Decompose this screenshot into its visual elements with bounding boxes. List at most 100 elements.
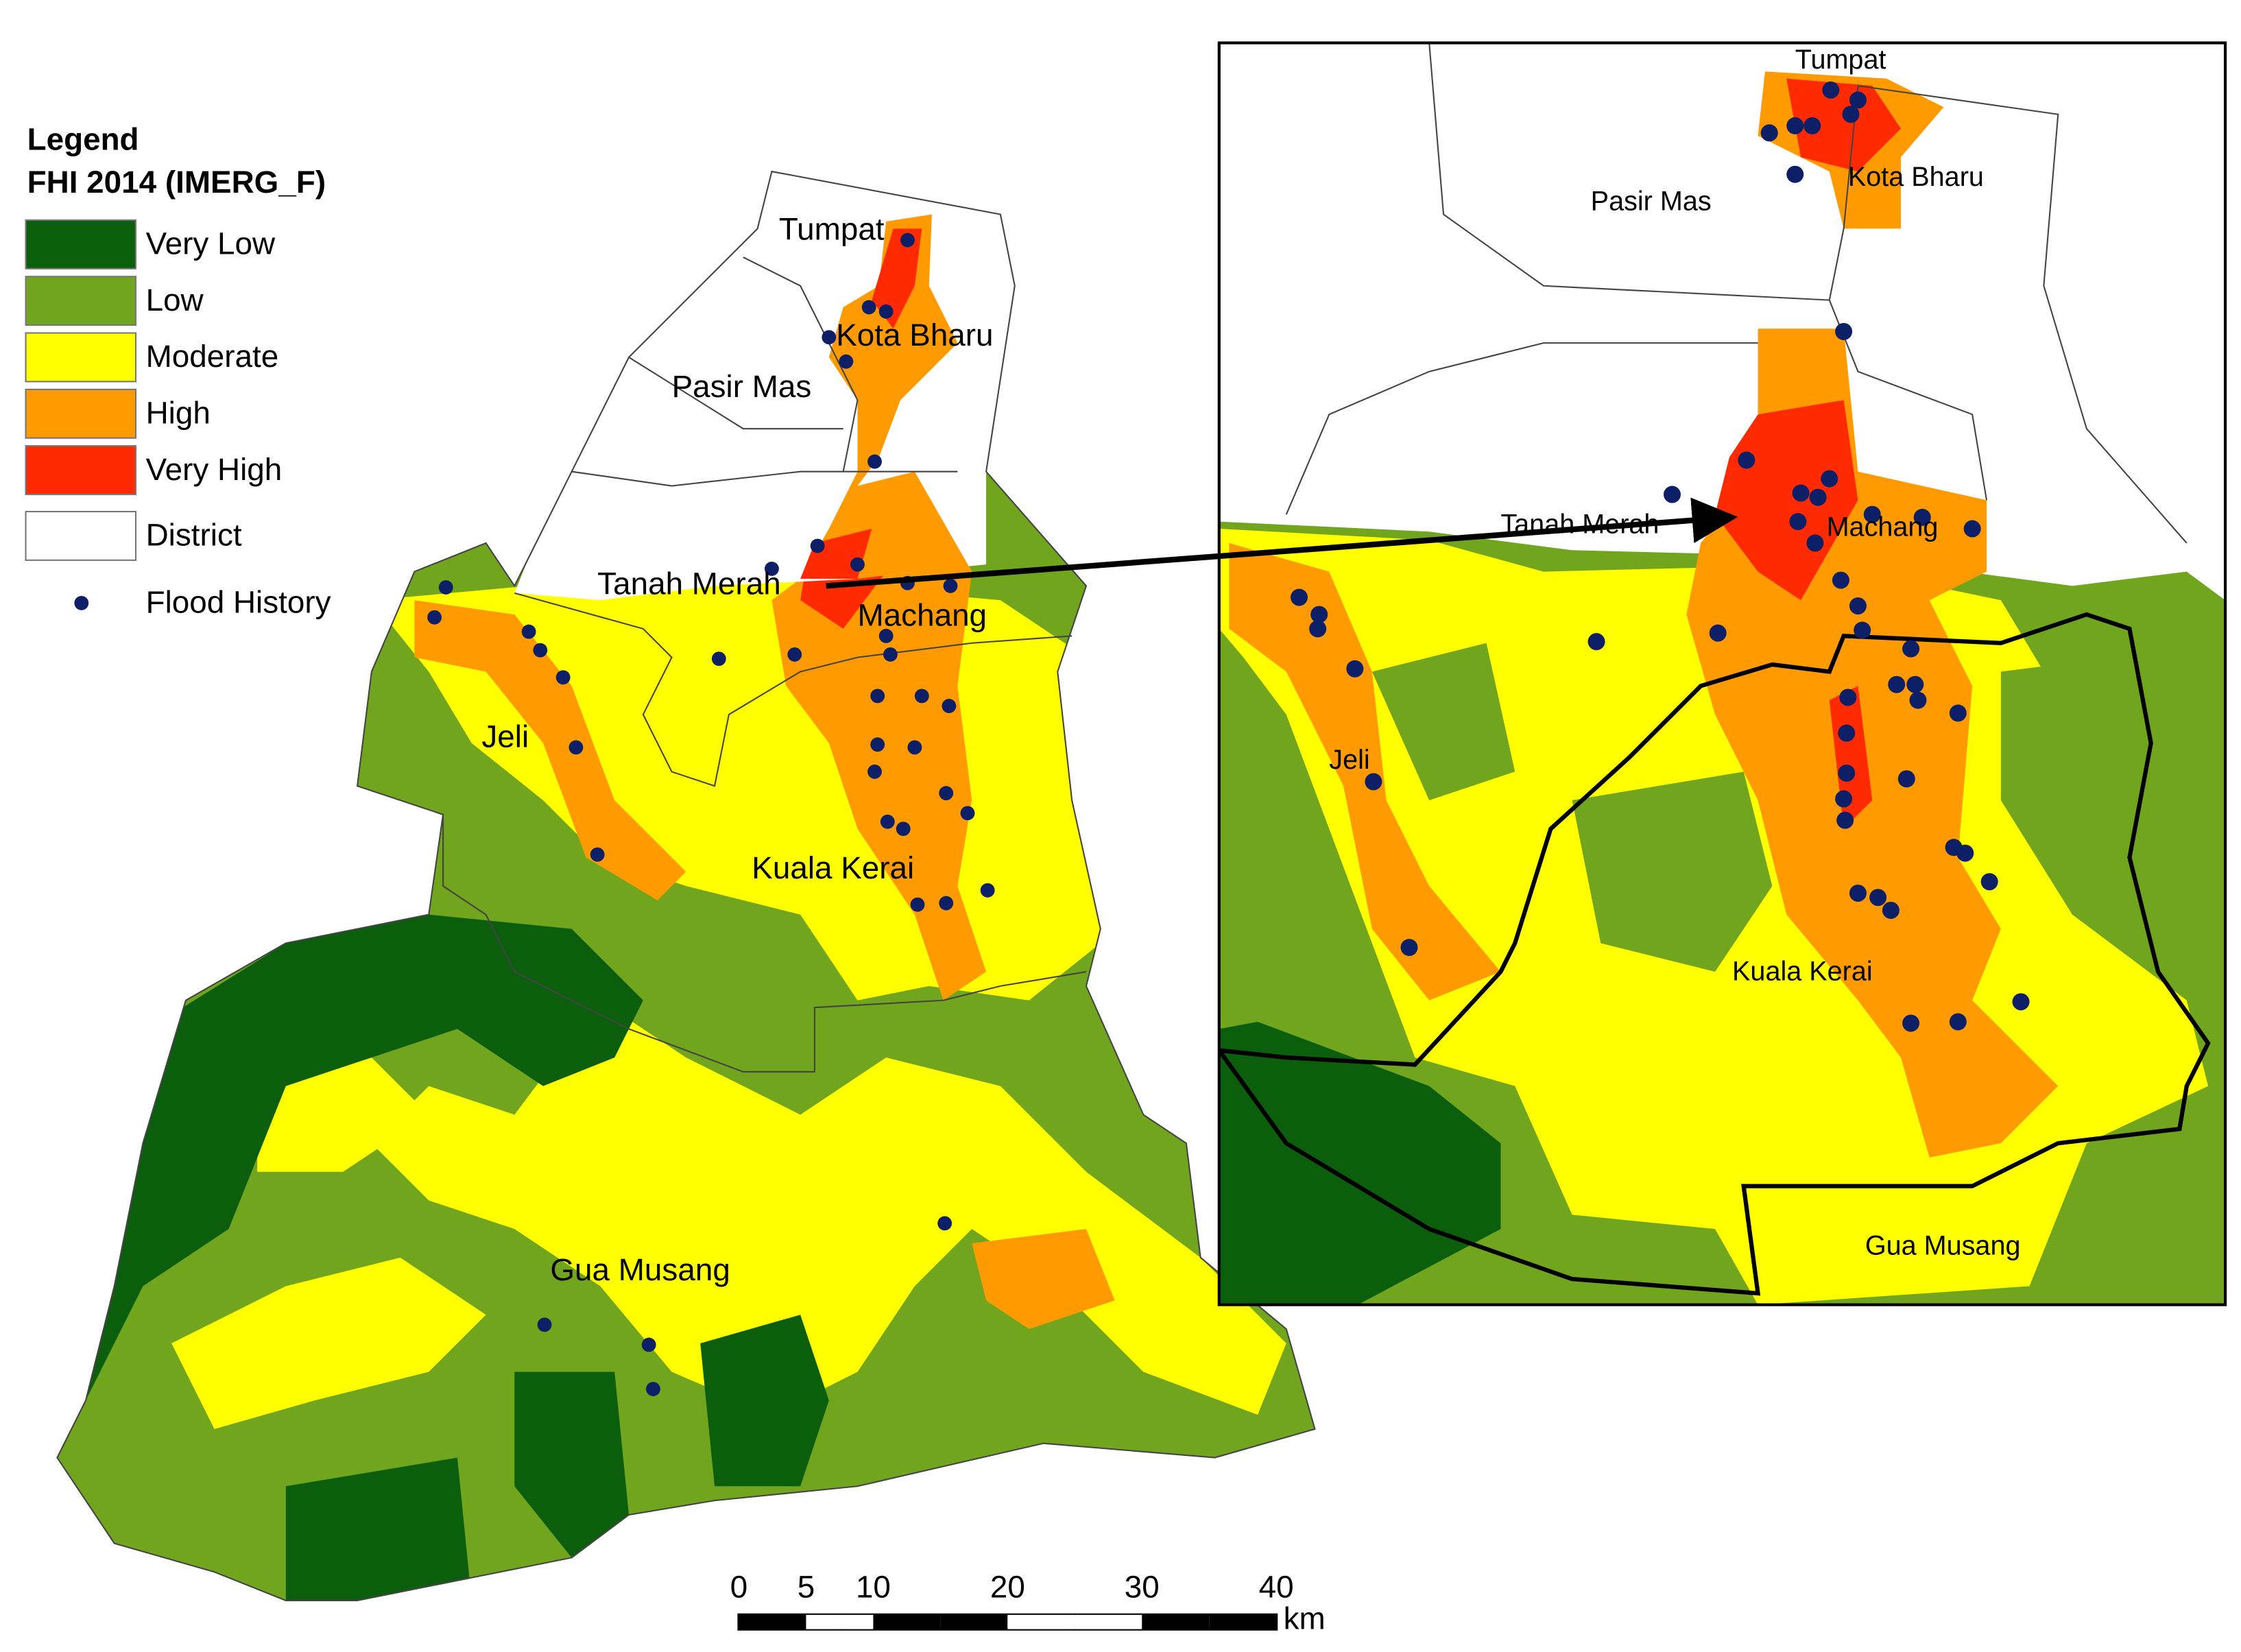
district-label: Kuala Kerai: [752, 850, 914, 885]
flood-point: [878, 628, 894, 643]
legend-label: Moderate: [146, 339, 279, 374]
scale-tick-label: 20: [990, 1569, 1025, 1604]
flood-point: [1835, 322, 1853, 340]
flood-point: [1980, 873, 1998, 891]
flood-point: [1365, 773, 1382, 791]
district-label: Tumpat: [1795, 45, 1886, 75]
scale-tick-label: 10: [856, 1569, 891, 1604]
legend-label: High: [146, 395, 211, 430]
flood-point: [880, 814, 895, 829]
very-low-area: [57, 914, 643, 1401]
flood-point: [870, 737, 885, 752]
district-label: Tumpat: [779, 212, 885, 247]
district-label: Gua Musang: [550, 1252, 730, 1287]
flood-point: [1309, 620, 1327, 638]
flood-point: [1822, 81, 1840, 99]
flood-point: [1832, 571, 1849, 589]
flood-point: [1786, 165, 1804, 183]
flood-point: [1842, 106, 1860, 123]
inset-frame: [1217, 41, 2227, 1306]
scale-segment: [1209, 1614, 1277, 1629]
flood-point: [1869, 889, 1887, 907]
flood-point: [943, 578, 958, 593]
flood-point: [883, 647, 898, 662]
district-label: Kota Bharu: [836, 318, 993, 352]
scale-segment: [1142, 1614, 1210, 1629]
flood-point: [1821, 470, 1838, 488]
flood-point: [939, 896, 954, 911]
flood-point: [590, 847, 605, 862]
flood-point: [939, 786, 954, 800]
flood-point: [867, 764, 882, 779]
legend-swatch: [25, 276, 137, 326]
flood-point: [867, 454, 882, 469]
very-low-area: [514, 1372, 630, 1558]
very-high-area: [1715, 78, 1901, 829]
district-label: Jeli: [481, 719, 529, 754]
district-label: Tanah Merah: [597, 566, 781, 601]
flood-point: [1760, 124, 1778, 142]
flood-point: [438, 580, 453, 595]
flood-point: [822, 330, 837, 345]
district-label: Kota Bharu: [1848, 162, 1984, 192]
flood-point: [1849, 884, 1867, 902]
flood-point: [1709, 624, 1727, 642]
low-area: [1371, 643, 2144, 972]
legend-swatch: [25, 445, 137, 496]
flood-point: [1949, 1013, 1967, 1031]
scale-segment: [739, 1614, 773, 1629]
high-area: [972, 1229, 1115, 1330]
scale-segment: [1007, 1614, 1075, 1629]
legend-label: Very Low: [146, 226, 276, 261]
scale-tick-label: 5: [798, 1569, 815, 1604]
legend-label: Flood History: [146, 585, 331, 620]
flood-point: [1310, 606, 1328, 623]
legend-label: Low: [146, 283, 204, 318]
legend-swatch: [25, 332, 137, 383]
flood-point: [850, 557, 865, 572]
flood-point: [1789, 513, 1807, 531]
scale-segment: [940, 1614, 1008, 1629]
flood-point: [1838, 764, 1856, 782]
district-label: Machang: [858, 597, 987, 632]
flood-point: [1902, 640, 1920, 658]
flood-point: [533, 643, 548, 658]
flood-point: [1854, 621, 1871, 639]
very-low-area: [285, 1457, 472, 1601]
flood-point: [1956, 844, 1974, 862]
flood-point: [937, 1216, 952, 1231]
flood-point: [942, 699, 957, 713]
high-area: [800, 214, 972, 579]
very-low-area: [700, 1315, 829, 1487]
moderate-area: [171, 1257, 486, 1429]
scale-segment: [806, 1614, 840, 1629]
legend-label: District: [146, 518, 242, 553]
district-label: Jeli: [1329, 745, 1369, 775]
flood-point: [1897, 770, 1915, 788]
scale-segment: [772, 1614, 806, 1629]
district-label: Pasir Mas: [672, 369, 812, 404]
flood-point: [1835, 790, 1853, 808]
flood-point: [711, 651, 726, 667]
district-label: Tanah Merah: [1500, 509, 1659, 539]
legend-heading: Legend: [27, 121, 139, 156]
scale-tick-label: 0: [730, 1569, 748, 1604]
flood-point: [555, 670, 571, 685]
moderate-area: [371, 1000, 1286, 1415]
flood-point: [1792, 484, 1810, 502]
flood-point: [1863, 505, 1881, 523]
district-boundary: [56, 170, 1316, 1602]
scale-segment: [839, 1614, 874, 1629]
inset-map: [1219, 43, 2226, 1305]
flood-point: [537, 1317, 552, 1332]
flood-point: [810, 538, 825, 553]
flood-point: [900, 232, 915, 248]
flood-point: [1949, 704, 1967, 722]
flood-points: [427, 81, 2030, 1396]
high-area: [1229, 542, 1501, 1001]
scale-tick-label: 30: [1125, 1569, 1160, 1604]
flood-point: [1906, 675, 1924, 693]
flood-point: [870, 689, 885, 704]
